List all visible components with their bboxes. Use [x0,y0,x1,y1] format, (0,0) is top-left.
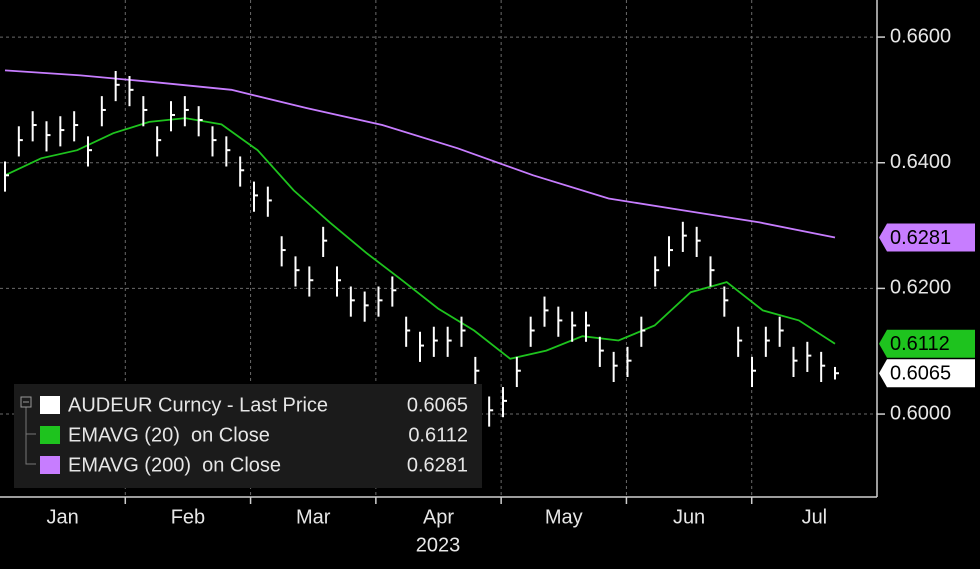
plot [4,69,839,427]
x-tick-label: Feb [171,506,205,528]
last-value-label: 0.6065 [890,363,951,385]
y-tick-label: 0.6400 [890,151,951,173]
legend-value: 0.6281 [407,454,468,476]
legend-label: AUDEUR Curncy - Last Price [68,394,328,416]
x-tick-label: Mar [296,506,331,528]
last-value-label: 0.6112 [890,333,950,355]
x-tick-label: May [545,506,583,528]
last-value-flag [879,223,975,252]
legend-swatch [40,396,60,414]
x-tick-label: Apr [423,506,454,528]
ema-line [4,69,836,239]
last-value-flag [879,329,975,358]
y-tick-label: 0.6200 [890,277,951,299]
y-tick-label: 0.6600 [890,25,951,47]
x-tick-label: Jan [47,506,79,528]
legend-tree [25,404,36,465]
legend-value: 0.6065 [407,394,468,416]
legend-swatch [40,426,60,444]
legend-label: EMAVG (200) on Close [68,454,281,476]
legend-value: 0.6112 [408,424,468,446]
x-axis-label: 2023 [416,534,461,556]
last-value-label: 0.6281 [890,227,951,249]
legend: AUDEUR Curncy - Last Price 0.6065 EMAVG (2… [14,384,482,488]
x-tick-label: Jul [802,506,828,528]
legend-swatch [40,456,60,474]
last-value-flag [879,359,975,388]
y-tick-label: 0.6000 [890,402,951,424]
x-tick-label: Jun [673,506,705,528]
legend-box [14,384,482,488]
legend-label: EMAVG (20) on Close [68,424,270,446]
